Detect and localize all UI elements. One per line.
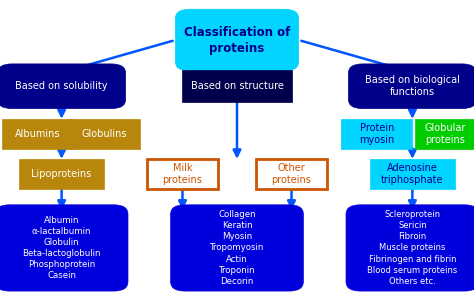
Text: Lipoproteins: Lipoproteins bbox=[31, 169, 92, 179]
FancyBboxPatch shape bbox=[415, 120, 474, 149]
FancyBboxPatch shape bbox=[69, 120, 140, 149]
Text: Albumins: Albumins bbox=[15, 129, 61, 139]
FancyBboxPatch shape bbox=[2, 120, 73, 149]
FancyBboxPatch shape bbox=[175, 9, 299, 71]
Text: Other
proteins: Other proteins bbox=[272, 163, 311, 185]
Text: Globular
proteins: Globular proteins bbox=[425, 123, 466, 145]
FancyBboxPatch shape bbox=[346, 205, 474, 291]
Text: Protein
myosin: Protein myosin bbox=[359, 123, 394, 145]
Text: Based on biological
functions: Based on biological functions bbox=[365, 75, 460, 97]
Text: Albumin
α-lactalbumin
Globulin
Beta-lactoglobulin
Phosphoprotein
Casein: Albumin α-lactalbumin Globulin Beta-lact… bbox=[22, 216, 101, 280]
Text: Classification of
proteins: Classification of proteins bbox=[184, 26, 290, 55]
FancyBboxPatch shape bbox=[19, 159, 104, 188]
FancyBboxPatch shape bbox=[0, 64, 126, 109]
Text: Collagen
Keratin
Myosin
Tropomyosin
Actin
Troponin
Decorin: Collagen Keratin Myosin Tropomyosin Acti… bbox=[210, 210, 264, 286]
FancyBboxPatch shape bbox=[256, 159, 327, 188]
FancyBboxPatch shape bbox=[341, 120, 412, 149]
FancyBboxPatch shape bbox=[370, 159, 455, 188]
Text: Milk
proteins: Milk proteins bbox=[163, 163, 202, 185]
FancyBboxPatch shape bbox=[171, 205, 303, 291]
Text: Based on structure: Based on structure bbox=[191, 81, 283, 91]
Text: Based on solubility: Based on solubility bbox=[15, 81, 108, 91]
FancyBboxPatch shape bbox=[348, 64, 474, 109]
Text: Adenosine
triphosphate: Adenosine triphosphate bbox=[381, 163, 444, 185]
Text: Globulins: Globulins bbox=[82, 129, 127, 139]
Text: Scleroprotein
Sericin
Fibroin
Muscle proteins
Fibrinogen and fibrin
Blood serum : Scleroprotein Sericin Fibroin Muscle pro… bbox=[367, 210, 457, 286]
FancyBboxPatch shape bbox=[182, 70, 292, 102]
FancyBboxPatch shape bbox=[0, 205, 128, 291]
FancyBboxPatch shape bbox=[147, 159, 218, 188]
